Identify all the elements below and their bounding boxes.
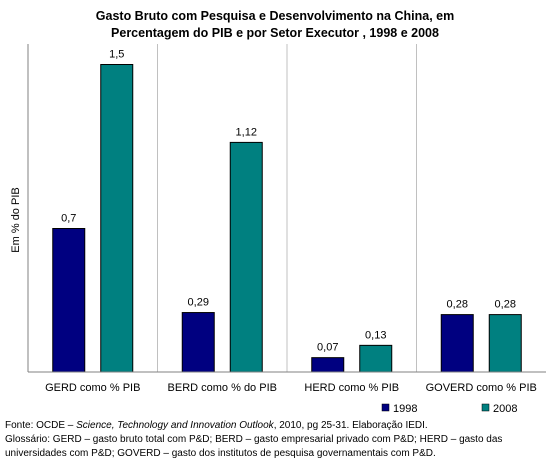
bar-chart: 0,7 1,5 0,29 1,12 0,07 0,13 0,28 0,28 GERD como… (10, 44, 546, 415)
category-label-3: GOVERD como % PIB (426, 382, 537, 394)
bar-1998-0 (52, 228, 86, 373)
y-axis-label: Em % do PIB (10, 187, 22, 252)
glossary-line-1: Glossário: GERD – gasto bruto total com … (5, 434, 503, 445)
source-prefix: Fonte: OCDE – (5, 420, 77, 431)
legend-swatch-1998 (381, 403, 390, 412)
source-note: Fonte: OCDE – Science, Technology and In… (5, 419, 550, 433)
bar-2008-2 (359, 344, 393, 373)
glossary-line-2: universidades com P&D; GOVERD – gasto do… (5, 448, 436, 459)
value-label-1998-0: 0,7 (61, 213, 76, 225)
category-label-2: HERD como % PIB (304, 382, 399, 394)
legend: 1998 2008 (381, 403, 517, 415)
chart-title-line-2: Percentagem do PIB e por Setor Executor … (111, 26, 439, 40)
bar-1998-1 (181, 312, 215, 373)
value-label-2008-1: 1,12 (236, 126, 257, 138)
bar-2008-0 (100, 64, 134, 373)
legend-label-2008: 2008 (493, 403, 517, 415)
source-suffix: , 2010, pg 25-31. Elaboração IEDI. (273, 420, 428, 431)
bar-1998-2 (311, 357, 345, 373)
value-label-2008-2: 0,13 (365, 329, 386, 341)
value-label-1998-2: 0,07 (317, 342, 338, 354)
value-label-1998-3: 0,28 (447, 299, 468, 311)
bar-2008-3 (488, 314, 522, 373)
value-label-2008-3: 0,28 (495, 299, 516, 311)
legend-swatch-2008 (481, 403, 490, 412)
category-label-0: GERD como % PIB (45, 382, 140, 394)
category-labels-group: GERD como % PIB BERD como % do PIB HERD co… (45, 382, 537, 394)
value-labels-group: 0,7 1,5 0,29 1,12 0,07 0,13 0,28 0,28 (61, 49, 516, 354)
bar-2008-1 (229, 141, 263, 373)
value-label-1998-1: 0,29 (188, 297, 209, 309)
chart-title-line-1: Gasto Bruto com Pesquisa e Desenvolvimen… (95, 9, 455, 23)
value-label-2008-0: 1,5 (109, 49, 124, 61)
source-publication: Science, Technology and Innovation Outlo… (76, 420, 274, 431)
category-label-1: BERD como % do PIB (168, 382, 277, 394)
footer-notes: Fonte: OCDE – Science, Technology and In… (5, 419, 550, 461)
bar-1998-3 (440, 314, 474, 373)
chart-title: Gasto Bruto com Pesquisa e Desenvolvimen… (0, 8, 550, 42)
bars-group (52, 64, 522, 373)
legend-label-1998: 1998 (393, 403, 417, 415)
category-dividers (157, 44, 417, 372)
